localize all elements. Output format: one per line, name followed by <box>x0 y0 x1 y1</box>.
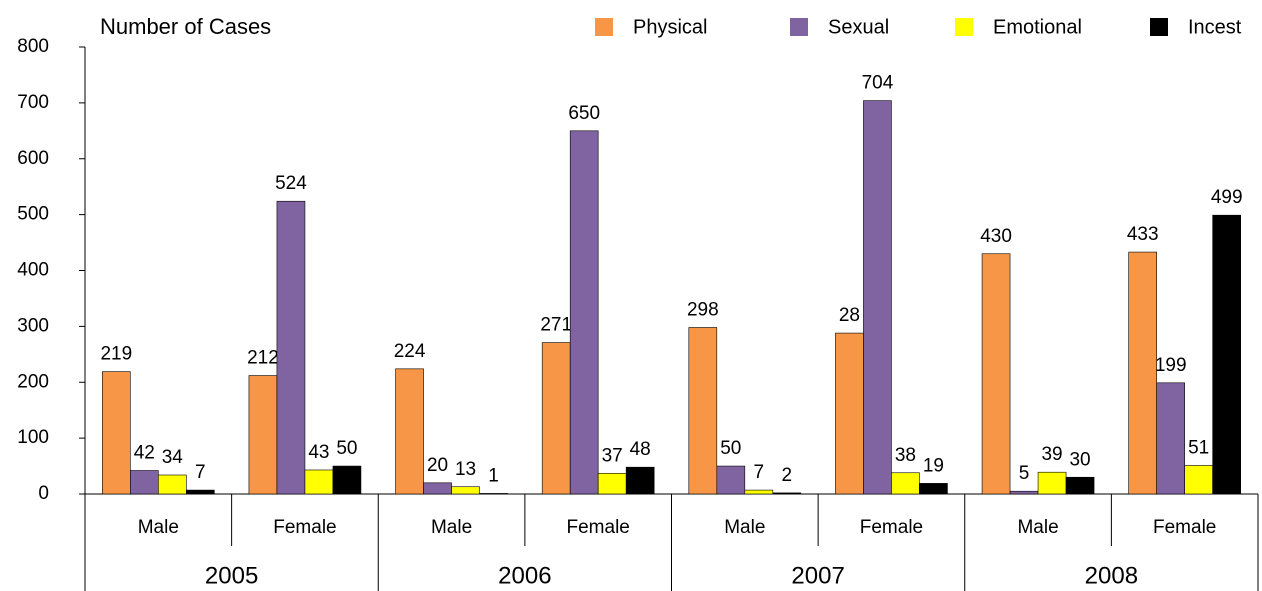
x-tick-label: Female <box>567 517 630 538</box>
legend-label: Physical <box>633 16 707 38</box>
bar <box>479 493 508 495</box>
y-tick-label: 700 <box>17 92 49 113</box>
bar <box>276 200 306 495</box>
data-label: 7 <box>754 462 765 483</box>
bar <box>1009 490 1039 495</box>
bar <box>1212 214 1241 495</box>
chart-title: Number of Cases <box>100 14 271 39</box>
y-tick-label: 600 <box>17 148 49 169</box>
data-label: 212 <box>247 348 279 369</box>
bar <box>1065 476 1095 495</box>
x-tick-label: Female <box>860 517 923 538</box>
bar <box>625 466 655 495</box>
x-tick-label: Male <box>431 517 472 538</box>
data-label: 39 <box>1041 444 1062 465</box>
data-label: 13 <box>455 459 476 480</box>
bar <box>451 486 480 495</box>
data-label: 7 <box>195 462 206 483</box>
bar <box>1184 465 1213 495</box>
data-label: 43 <box>308 442 329 463</box>
legend-swatch <box>1150 18 1168 36</box>
data-label: 48 <box>630 439 651 460</box>
bar <box>863 100 892 495</box>
legend-swatch <box>595 18 613 36</box>
data-label: 28 <box>839 305 860 326</box>
legend-swatch <box>790 18 808 36</box>
legend-label: Sexual <box>828 16 889 38</box>
bar <box>569 130 599 495</box>
x-tick-label: Female <box>273 517 336 538</box>
bar <box>423 482 452 495</box>
bar <box>597 473 627 495</box>
bar <box>919 483 948 495</box>
group-label: 2008 <box>1085 562 1138 589</box>
data-label: 34 <box>162 447 184 468</box>
group-label: 2005 <box>205 562 258 589</box>
data-label: 38 <box>895 445 916 466</box>
y-tick-label: 200 <box>17 371 49 392</box>
bar <box>304 469 334 495</box>
bar <box>1156 382 1185 495</box>
bar <box>688 327 718 495</box>
legend-label: Incest <box>1188 16 1242 38</box>
bar <box>1037 471 1067 495</box>
bar <box>541 342 571 495</box>
x-tick-label: Male <box>724 517 765 538</box>
bar <box>744 489 774 495</box>
data-label: 5 <box>1019 463 1030 484</box>
bar <box>102 371 131 495</box>
y-tick-label: 400 <box>17 260 49 281</box>
data-label: 224 <box>394 341 426 362</box>
data-label: 650 <box>568 103 600 124</box>
data-label: 499 <box>1211 187 1243 208</box>
group-label: 2006 <box>498 562 551 589</box>
group-label: 2007 <box>791 562 844 589</box>
y-tick-label: 800 <box>17 36 49 57</box>
bar <box>130 470 159 495</box>
data-label: 430 <box>980 226 1012 247</box>
data-label: 704 <box>862 73 894 94</box>
data-label: 271 <box>540 315 572 336</box>
bar <box>835 332 864 495</box>
x-tick-label: Female <box>1153 517 1216 538</box>
legend-label: Emotional <box>993 16 1082 38</box>
data-label: 1 <box>488 465 499 486</box>
data-label: 42 <box>134 443 155 464</box>
data-label: 19 <box>923 455 944 476</box>
y-tick-label: 500 <box>17 204 49 225</box>
y-tick-label: 100 <box>17 427 49 448</box>
data-label: 199 <box>1155 355 1187 376</box>
bar <box>772 492 802 495</box>
bar <box>716 465 746 495</box>
data-label: 524 <box>275 173 307 194</box>
data-label: 50 <box>336 438 357 459</box>
bar <box>186 489 215 495</box>
data-label: 2 <box>782 465 793 486</box>
bar <box>981 253 1011 495</box>
legend-swatch <box>955 18 973 36</box>
x-tick-label: Male <box>138 517 179 538</box>
data-label: 20 <box>427 455 448 476</box>
x-tick-label: Male <box>1017 517 1058 538</box>
y-tick-label: 0 <box>38 483 49 504</box>
data-label: 30 <box>1069 449 1090 470</box>
bar <box>395 368 424 495</box>
bar <box>248 375 278 495</box>
data-label: 50 <box>720 438 741 459</box>
data-label: 37 <box>602 445 623 466</box>
bar <box>1128 251 1157 495</box>
bar <box>891 472 920 495</box>
bar <box>332 465 362 495</box>
data-label: 298 <box>687 300 719 321</box>
bar <box>158 474 187 495</box>
y-tick-label: 300 <box>17 315 49 336</box>
data-label: 51 <box>1188 438 1209 459</box>
data-label: 219 <box>100 344 132 365</box>
data-label: 433 <box>1127 224 1159 245</box>
